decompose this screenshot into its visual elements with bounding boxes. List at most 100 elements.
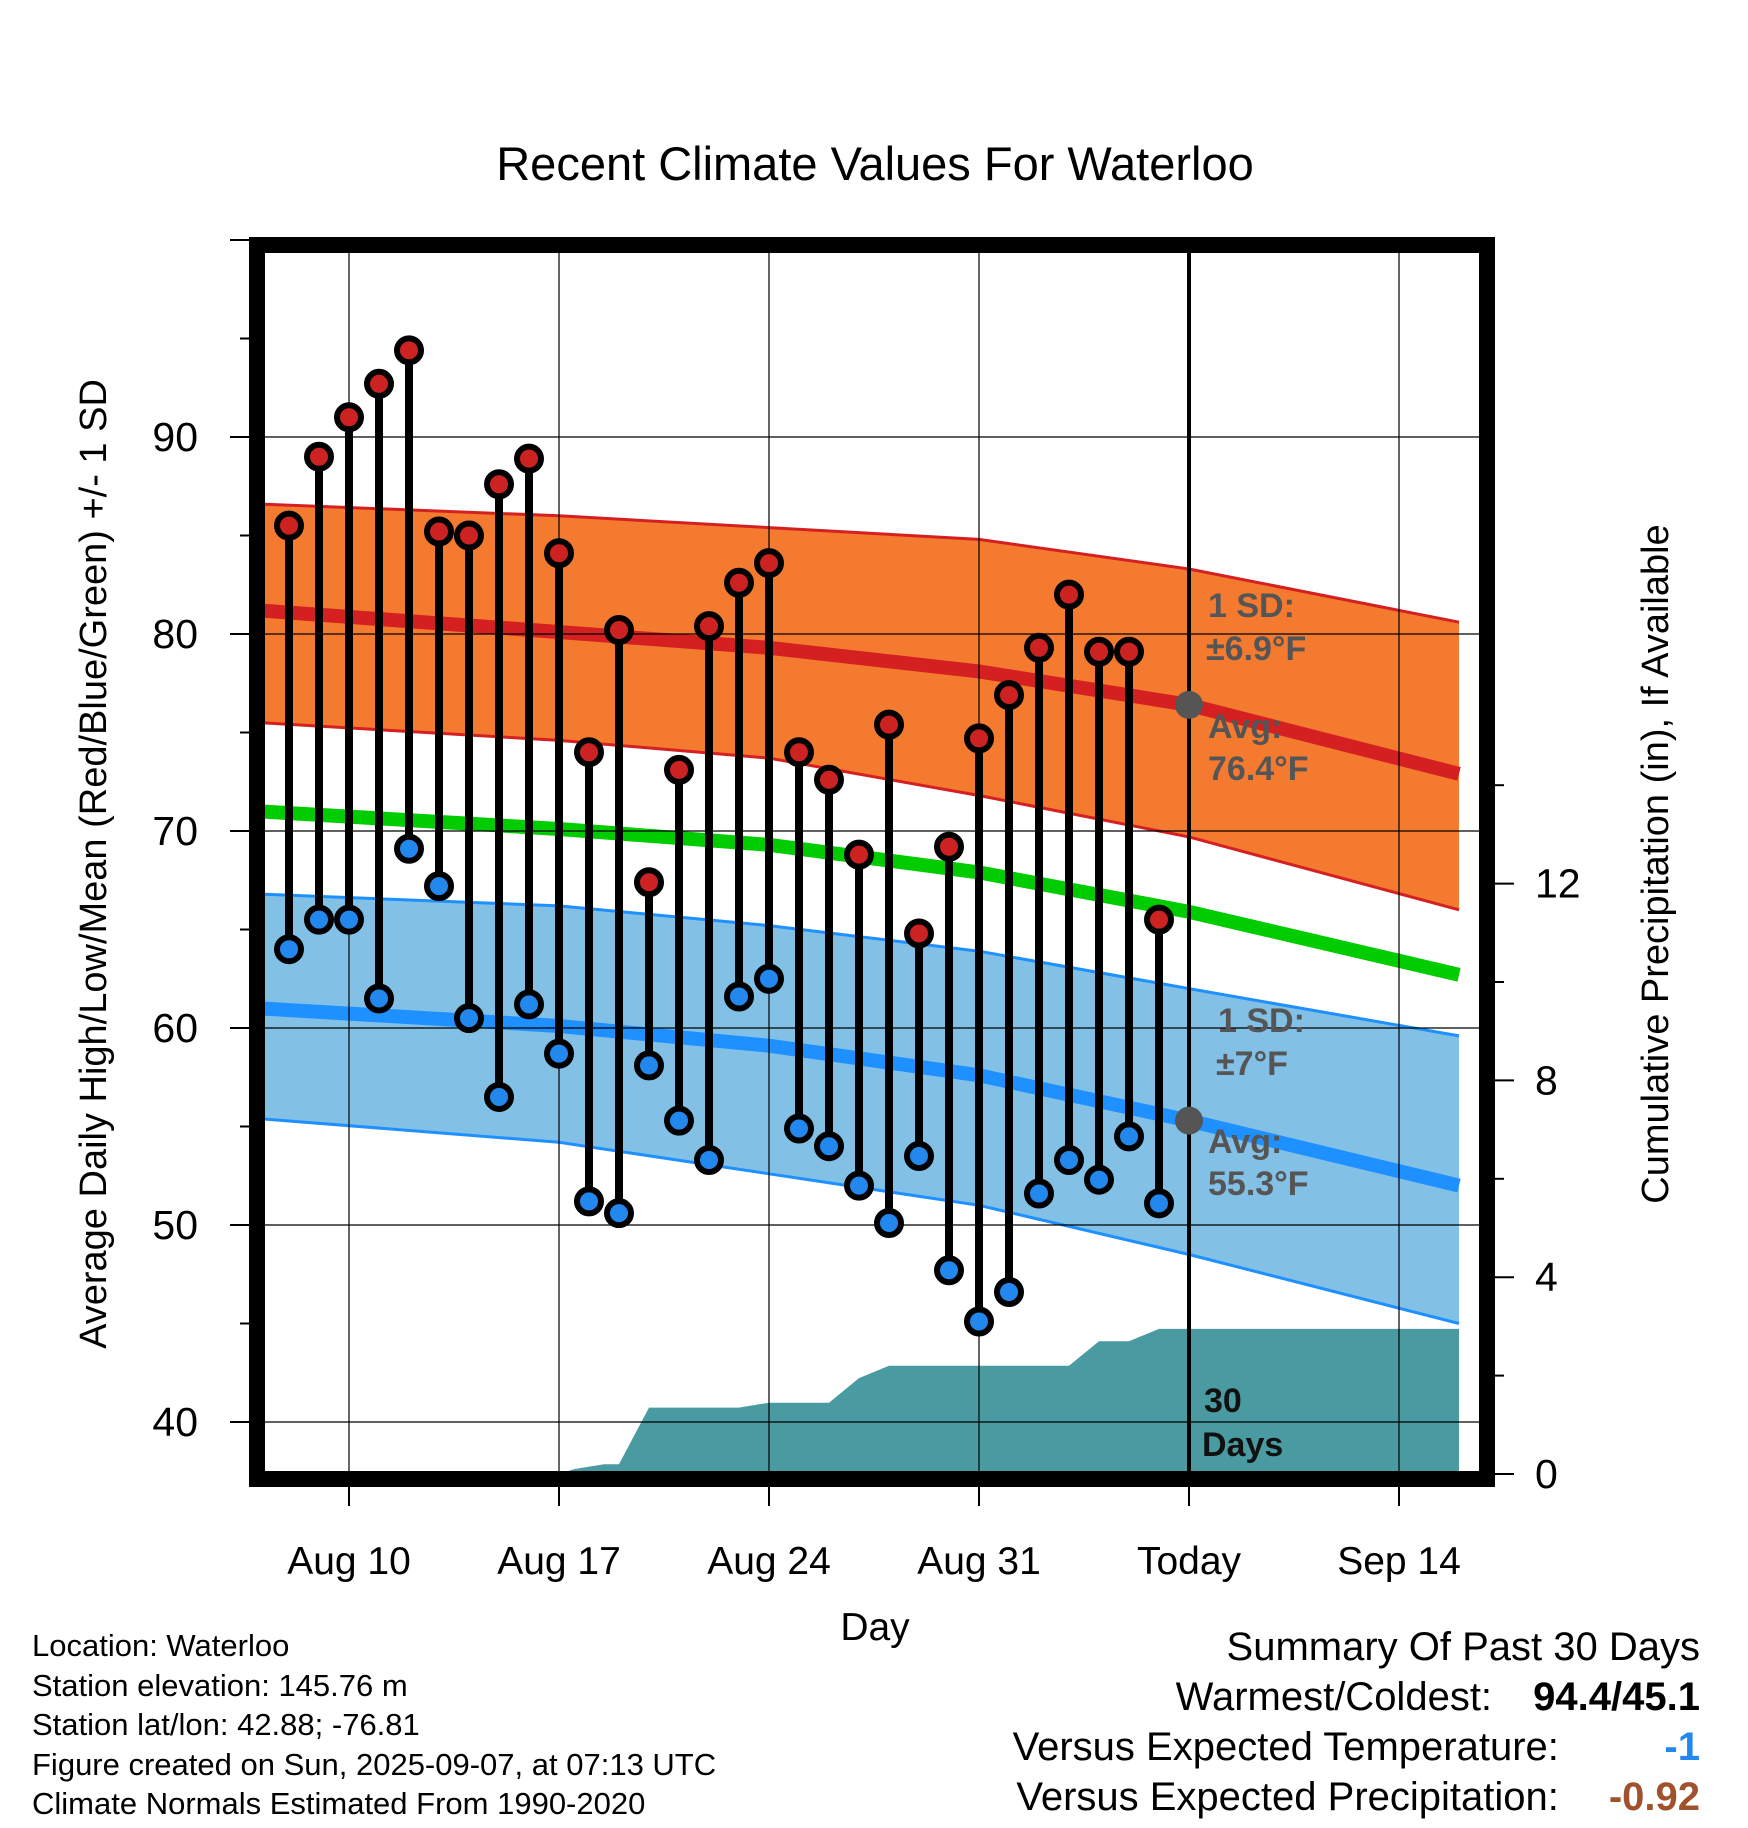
daily-high-point [514,443,544,474]
daily-low-point [904,1141,934,1172]
temp-row: Versus Expected Temperature: -1 [1013,1722,1700,1772]
daily-low-point [724,981,754,1012]
chart-title: Recent Climate Values For Waterloo [496,137,1254,190]
daily-high-point [724,567,754,598]
daily-low-point [424,871,454,902]
x-tick-label: Aug 31 [917,1540,1041,1583]
daily-low-point [964,1306,994,1337]
high-band-lower-edge [262,721,1460,912]
precip-row: Versus Expected Precipitation: -0.92 [1013,1772,1700,1822]
y2-tick-label: 4 [1535,1254,1558,1300]
daily-low-point [304,904,334,935]
y-tick-label: 40 [152,1399,198,1445]
low-band-upper-edge [262,892,1460,1038]
daily-high-point [904,918,934,949]
x-tick-label: Aug 10 [287,1540,411,1583]
y2-tick-label: 12 [1535,861,1581,907]
today-high-avg-marker [1175,690,1203,719]
daily-high-point [334,402,364,433]
daily-high-point [394,335,424,366]
x-tick-label: Aug 24 [707,1540,831,1583]
warm-cold-row: Warmest/Coldest: 94.4/45.1 [1013,1672,1700,1722]
daily-low-point [1144,1188,1174,1219]
daily-low-point [274,934,304,965]
elevation-text: Station elevation: 145.76 m [32,1667,408,1703]
daily-low-point [1054,1144,1084,1175]
daily-low-point [544,1038,574,1069]
daily-high-point [454,520,484,551]
temp-value: -1 [1664,1725,1700,1769]
summary-title: Summary Of Past 30 Days [1226,1625,1700,1669]
created-text: Figure created on Sun, 2025-09-07, at 07… [32,1746,717,1782]
daily-high-point [664,754,694,785]
daily-low-point [844,1170,874,1201]
latlon-text: Station lat/lon: 42.88; -76.81 [32,1707,420,1742]
normal-high-line [262,603,1461,781]
daily-high-point [1084,636,1114,667]
daily-high-point [844,839,874,870]
daily-low-point [784,1113,814,1144]
daily-high-point [274,510,304,541]
daily-low-point [484,1081,514,1112]
low-avg-label: Avg: [1208,1123,1282,1161]
temp-label: Versus Expected Temperature: [1012,1725,1559,1769]
y-tick-label: 90 [152,414,198,460]
y2-tick-label: 0 [1535,1451,1558,1497]
precip-label: Versus Expected Precipitation: [1016,1775,1559,1819]
daily-low-point [994,1276,1024,1307]
today-low-avg-marker [1175,1106,1203,1135]
high-sd-label: 1 SD: [1208,587,1295,625]
summary-panel: Summary Of Past 30 Days Warmest/Coldest:… [1013,1622,1700,1822]
daily-low-point [334,904,364,935]
daily-high-point [814,764,844,795]
high-avg-label: Avg: [1208,708,1282,746]
daily-high-point [604,615,634,646]
daily-high-point [784,737,814,768]
daily-high-point [304,441,334,472]
precip-value: -0.92 [1608,1775,1700,1819]
high-sd-value: ±6.9°F [1206,630,1306,668]
daily-high-point [484,469,514,500]
period-number: 30 [1204,1382,1242,1420]
daily-low-point [574,1186,604,1217]
high-band-upper-edge [262,502,1460,624]
x-tick-label: Aug 17 [497,1540,621,1583]
daily-high-point [544,538,574,569]
daily-high-point [694,611,724,642]
daily-low-point [604,1198,634,1229]
daily-high-point [754,548,784,579]
plot-area: 1 SD: ±6.9°F Avg: 76.4°F 1 SD: ±7°F Avg: 55.3°F… [262,250,1482,1474]
daily-low-point [694,1144,724,1175]
normals-text: Climate Normals Estimated From 1990-2020 [32,1786,646,1821]
plot-frame [249,237,1495,1487]
y-tick-label: 50 [152,1202,198,1248]
warm-cold-value: 94.4/45.1 [1533,1675,1700,1719]
y-tick-label: 80 [152,611,198,657]
y2-tick-label: 8 [1535,1057,1558,1103]
x-axis-label: Day [840,1606,910,1649]
daily-low-point [664,1105,694,1136]
period-unit: Days [1202,1426,1283,1464]
daily-low-point [394,833,424,864]
daily-high-point [874,709,904,740]
station-info: Location: Waterloo Station elevation: 14… [32,1626,716,1824]
high-avg-value: 76.4°F [1208,750,1309,788]
y2-axis-label: Cumulative Precipitation (in), If Availa… [1635,524,1677,1203]
low-sd-label: 1 SD: [1218,1002,1305,1040]
normal-mean-line [262,804,1461,982]
daily-low-point [634,1050,664,1081]
daily-high-point [1024,632,1054,663]
daily-high-point [424,516,454,547]
low-sd-value: ±7°F [1216,1045,1288,1083]
daily-low-point [874,1208,904,1239]
daily-low-point [514,989,544,1020]
normal-low-line [262,1001,1461,1193]
daily-low-point [1084,1164,1114,1195]
daily-low-point [814,1131,844,1162]
warm-cold-label: Warmest/Coldest: [1175,1675,1493,1719]
daily-high-point [634,867,664,898]
daily-high-point [1144,904,1174,935]
y-tick-label: 70 [152,808,198,854]
x-tick-label: Today [1137,1540,1242,1583]
daily-high-point [964,723,994,754]
